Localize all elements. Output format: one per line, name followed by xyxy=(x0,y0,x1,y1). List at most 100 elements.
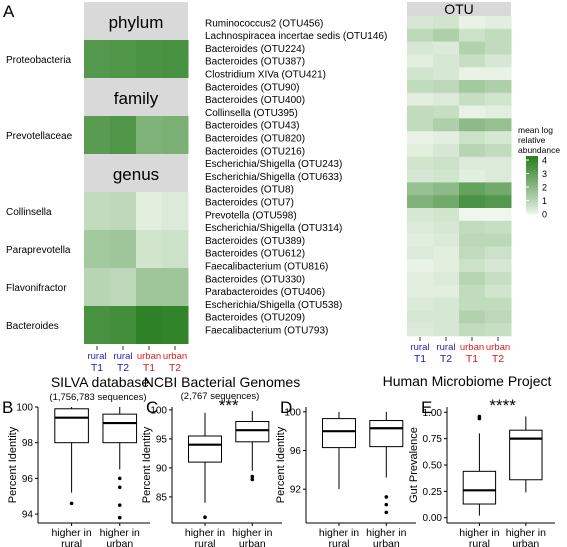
legend-gradient-step xyxy=(526,183,538,186)
heatmap-cell xyxy=(407,67,434,81)
heatmap-cell xyxy=(459,54,486,68)
y-tick-label: 98 xyxy=(22,438,34,449)
column-time-label: T2 xyxy=(169,362,181,374)
heatmap-cell xyxy=(407,16,434,30)
otu-row-label: Bacteroides (OTU90) xyxy=(205,82,299,93)
heatmap-cell xyxy=(110,40,137,78)
heatmap-cell xyxy=(459,80,486,94)
legend-gradient-step xyxy=(526,175,538,178)
heatmap-cell xyxy=(459,208,486,222)
box-iqr xyxy=(102,413,138,444)
legend-gradient-step xyxy=(526,196,538,199)
legend-gradient-step xyxy=(526,177,538,180)
legend-title-line: relative xyxy=(518,135,546,145)
x-tick-label: rural xyxy=(194,538,215,547)
otu-row-label: Collinsella (OTU395) xyxy=(205,108,298,119)
box-iqr xyxy=(369,420,404,448)
heatmap-cell xyxy=(162,192,189,230)
otu-row-label: Bacteroides (OTU209) xyxy=(205,313,305,324)
otu-row-label: Escherichia/Shigella (OTU314) xyxy=(205,223,342,234)
otu-row-label: Escherichia/Shigella (OTU633) xyxy=(205,172,342,183)
significance-stars: **** xyxy=(489,396,516,415)
heatmap-cell xyxy=(433,259,460,273)
heatmap-cell xyxy=(162,306,189,344)
outlier-point xyxy=(384,510,389,515)
column-time-label: T2 xyxy=(117,362,129,374)
heatmap-cell xyxy=(433,156,460,170)
heatmap-cell xyxy=(407,144,434,158)
legend-gradient-step xyxy=(526,206,538,209)
heatmap-cell xyxy=(485,118,512,132)
heatmap-cell xyxy=(407,259,434,273)
x-tick-label: rural xyxy=(328,538,349,547)
heatmap-cell xyxy=(407,169,434,183)
outlier-point xyxy=(477,416,482,421)
panel-letter-a: A xyxy=(3,2,15,21)
x-tick-label: higher in xyxy=(185,527,225,539)
x-tick-label: urban xyxy=(106,538,133,547)
heatmap-cell xyxy=(84,116,111,154)
legend-gradient-step xyxy=(526,169,538,172)
legend-tick-label: 4 xyxy=(542,156,547,166)
heatmap-cell xyxy=(459,41,486,55)
panel-subtitle: (1,756,783 sequences) xyxy=(49,392,146,403)
outlier-point xyxy=(117,485,122,490)
otu-row-label: Bacteroides (OTU330) xyxy=(205,274,305,285)
facet-header-family xyxy=(84,78,188,116)
otu-row-label: Prevotella (OTU598) xyxy=(205,210,297,221)
legend-gradient-step xyxy=(526,161,538,165)
outlier-point xyxy=(117,476,122,481)
heatmap-cell xyxy=(162,116,189,154)
y-tick-label: 100 xyxy=(16,403,33,414)
column-group-label: rural xyxy=(87,351,106,362)
heatmap-cell xyxy=(485,54,512,68)
heatmap-cell xyxy=(485,131,512,145)
legend-gradient-step xyxy=(526,210,538,213)
column-group-label: urban xyxy=(486,342,510,353)
taxon-row-label: Proteobacteria xyxy=(6,55,71,66)
panel-a-heatmaps: phylum Proteobacteria family Prevotellaceae… xyxy=(6,1,512,374)
heatmap-cell xyxy=(459,16,486,30)
legend-gradient-step xyxy=(526,181,538,184)
panel-title: SILVA database xyxy=(51,374,150,390)
otu-heatmap: OTU Ruminococcus2 (OTU456) Lachnospiracea … xyxy=(205,1,512,365)
heatmap-cell xyxy=(459,182,486,196)
heatmap-cell xyxy=(433,144,460,158)
y-tick-label: 95 xyxy=(156,434,168,445)
legend-gradient-step xyxy=(526,163,538,167)
column-group-label: rural xyxy=(113,351,132,362)
heatmap-cell xyxy=(84,40,111,78)
column-group-label: urban xyxy=(137,351,161,362)
x-tick-label: higher in xyxy=(232,527,272,539)
legend-title-line: abundance xyxy=(518,145,560,155)
facet-header-label: phylum xyxy=(109,13,164,32)
y-tick-label: 0.75 xyxy=(423,434,443,445)
otu-row-label: Bacteroides (OTU216) xyxy=(205,146,305,157)
heatmap-cell xyxy=(459,118,486,132)
taxon-row-label: Prevotellaceae xyxy=(6,131,73,142)
heatmap-cell xyxy=(433,80,460,94)
boxplot-panel-E: Human Microbiome Project 0.00 0.25 0.50 0.75… xyxy=(383,373,555,547)
heatmap-cell xyxy=(459,156,486,170)
heatmap-cell xyxy=(407,208,434,222)
heatmap-cell xyxy=(136,116,163,154)
y-tick-label: 96 xyxy=(22,474,34,485)
y-tick-label: 100 xyxy=(150,405,167,416)
legend-gradient-step xyxy=(526,188,538,192)
x-tick-label: higher in xyxy=(51,527,91,539)
heatmap-cell xyxy=(485,284,512,298)
heatmap-cell xyxy=(407,92,434,106)
box-iqr xyxy=(188,435,222,463)
legend-gradient-step xyxy=(526,200,538,203)
heatmap-cell xyxy=(407,310,434,324)
otu-row-label: Bacteroides (OTU224) xyxy=(205,44,305,55)
x-tick-label: urban xyxy=(512,538,539,547)
otu-row-label: Bacteroides (OTU8) xyxy=(205,185,294,196)
otu-row-label: Faecalibacterium (OTU793) xyxy=(205,326,328,337)
x-tick-label: higher in xyxy=(319,527,359,539)
heatmap-cell xyxy=(84,306,111,344)
